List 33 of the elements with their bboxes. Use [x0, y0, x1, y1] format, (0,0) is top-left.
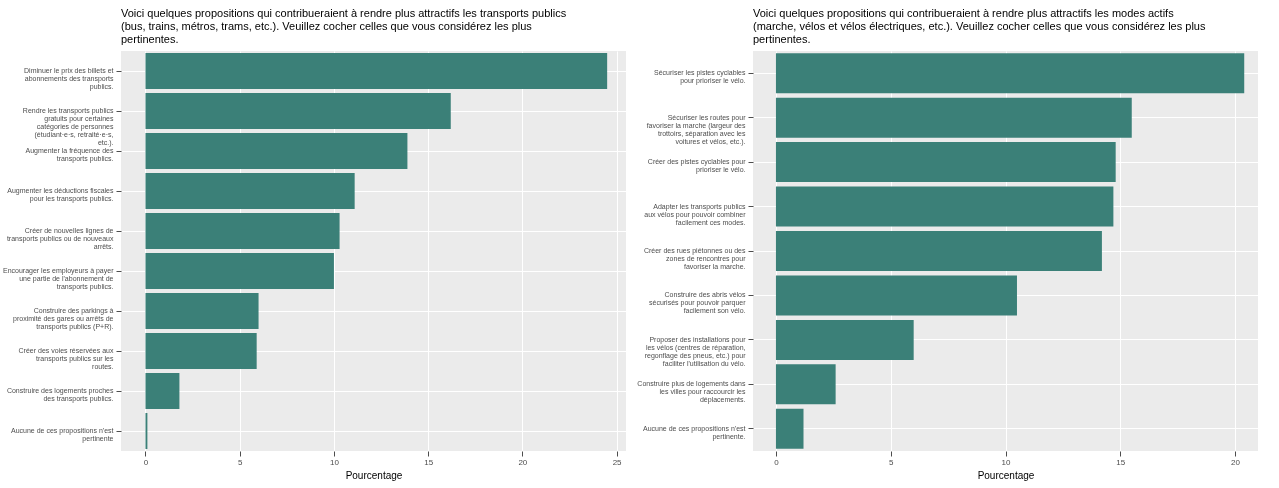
- x-tick-label: 10: [329, 457, 340, 467]
- chart-title: Voici quelques propositions qui contribueraient à rendre plus attractifs les modes actifs (marche, vélos et vélos électriques, etc.). Veuillez cocher celles que vous considérez les plus pertinentes.: [753, 7, 1206, 45]
- x-tick-label: 10: [1001, 457, 1011, 467]
- bar: [775, 186, 1114, 227]
- bar: [145, 93, 451, 129]
- bar: [775, 231, 1102, 271]
- x-tick-label: 25: [612, 457, 623, 467]
- bar: [775, 142, 1116, 183]
- x-tick-label: 0: [774, 457, 780, 467]
- bar: [145, 53, 608, 89]
- bar: [145, 133, 408, 169]
- x-axis-title: Pourcentage: [345, 469, 403, 481]
- bar: [145, 213, 340, 249]
- bar: [145, 173, 355, 209]
- x-axis-title: Pourcentage: [977, 469, 1035, 481]
- x-tick-label: 15: [424, 457, 434, 467]
- bar: [775, 319, 914, 360]
- x-tick-label: 20: [1231, 457, 1241, 467]
- x-tick-label: 15: [1116, 457, 1126, 467]
- bar: [775, 97, 1132, 138]
- bar: [775, 53, 1245, 94]
- x-tick-label: 0: [143, 457, 149, 467]
- bar: [145, 253, 334, 289]
- bar: [145, 373, 180, 409]
- x-tick-label: 20: [518, 457, 528, 467]
- bar: [145, 333, 257, 369]
- bar: [775, 408, 804, 449]
- x-tick-label: 5: [237, 457, 243, 467]
- x-tick-label: 5: [889, 457, 894, 467]
- bar: [775, 275, 1017, 316]
- bar: [775, 364, 836, 405]
- chart-title: Voici quelques propositions qui contribueraient à rendre plus attractifs les transports publics (bus, trains, métros, trams, etc.). Veuillez cocher celles que vous considérez les plus pertinentes.: [121, 7, 567, 45]
- bar: [145, 293, 259, 329]
